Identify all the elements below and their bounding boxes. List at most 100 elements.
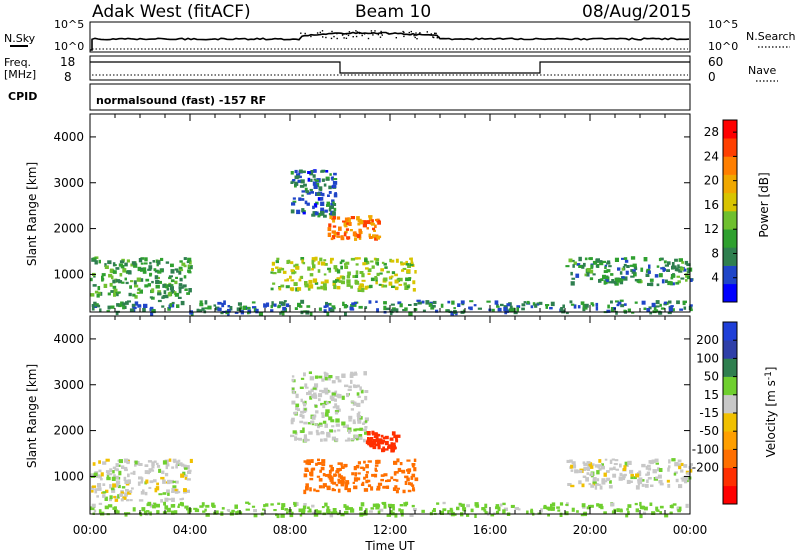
power-cell: [317, 261, 321, 265]
velocity-colorbar-label: Velocity [m s-1]: [764, 367, 778, 458]
power-cell: [236, 307, 241, 311]
velocity-cell: [303, 372, 306, 377]
power-cell: [689, 278, 693, 282]
velocity-cell: [646, 464, 651, 468]
velocity-cell: [124, 479, 129, 484]
power-cell: [304, 200, 308, 205]
power-cell: [320, 261, 326, 266]
power-cell: [457, 303, 461, 307]
power-cell: [111, 275, 114, 280]
power-cell: [112, 270, 117, 274]
velocity-cell: [270, 503, 274, 506]
power-cell: [333, 203, 337, 206]
power-cell: [271, 268, 274, 272]
velocity-cell: [113, 495, 116, 499]
velocity-cell: [334, 398, 337, 402]
power-cell: [325, 170, 329, 173]
power-cell: [122, 305, 126, 310]
velocity-cell: [367, 460, 372, 463]
velocity-cell: [657, 474, 662, 479]
velocity-cell: [91, 486, 95, 490]
power-cell: [289, 287, 295, 291]
power-cell: [350, 257, 356, 261]
velocity-cell: [411, 473, 416, 478]
velocity-cell: [408, 482, 411, 486]
power-colorbar-frame: [722, 119, 738, 303]
velocity-cell: [376, 485, 381, 489]
velocity-cell: [104, 505, 109, 510]
velocity-cell: [357, 419, 362, 424]
velocity-cell: [357, 472, 361, 475]
power-cell: [154, 269, 159, 273]
power-colorbar-label-12: 12: [704, 222, 719, 236]
power-cell: [294, 175, 299, 180]
velocity-cell: [344, 439, 349, 442]
power-cell: [496, 305, 500, 308]
velocity-cell: [185, 489, 190, 493]
velocity-cell: [406, 477, 410, 482]
velocity-cell: [559, 512, 563, 517]
power-cell: [170, 279, 175, 283]
velocity-cell: [678, 484, 683, 489]
power-cell: [687, 269, 691, 274]
velocity-cell: [688, 472, 691, 475]
velocity-cell: [634, 502, 638, 506]
velocity-cell: [153, 460, 157, 463]
velocity-cell: [350, 379, 353, 384]
nsky-point: [408, 31, 410, 34]
nsky-point: [300, 32, 302, 34]
power-cell: [634, 301, 638, 304]
power-cell: [616, 304, 620, 307]
power-cell: [373, 257, 377, 261]
power-cell: [630, 256, 636, 260]
power-cell: [97, 286, 101, 291]
velocity-cell: [387, 444, 392, 448]
velocity-heatmap-data: [90, 371, 693, 519]
power-cell: [344, 311, 347, 316]
velocity-region-1: [303, 458, 419, 495]
velocity-cell: [312, 511, 317, 515]
power-cell: [573, 261, 577, 265]
velocity-colorbar-segment-6: [723, 376, 737, 396]
velocity-cell: [391, 431, 396, 436]
velocity-cell: [309, 376, 315, 381]
velocity-cell: [181, 502, 184, 507]
power-cell: [327, 232, 332, 237]
velocity-cell: [603, 511, 607, 514]
velocity-cell: [630, 476, 634, 480]
power-cell: [115, 267, 120, 270]
velocity-cell: [673, 472, 677, 476]
velocity-cell: [307, 506, 310, 509]
velocity-cell: [404, 480, 408, 485]
velocity-cell: [115, 480, 121, 485]
power-cell: [685, 279, 688, 282]
velocity-cell: [406, 469, 410, 472]
velocity-cell: [253, 509, 257, 513]
velocity-cell: [664, 514, 669, 518]
velocity-cell: [100, 478, 103, 481]
velocity-cell: [344, 384, 349, 388]
power-cell: [184, 288, 188, 291]
velocity-cell: [392, 444, 396, 447]
power-cell: [651, 302, 656, 308]
power-cell: [372, 227, 375, 231]
velocity-cell: [148, 468, 152, 473]
power-cell: [255, 308, 259, 314]
velocity-cell: [394, 513, 398, 518]
power-cell: [157, 270, 162, 274]
velocity-colorbar-label-15: 15: [704, 388, 719, 402]
power-cell: [491, 308, 495, 312]
power-cell: [298, 175, 302, 179]
power-cell: [446, 309, 450, 313]
velocity-cell: [308, 371, 312, 374]
velocity-cell: [106, 470, 110, 476]
power-cell: [364, 306, 368, 309]
velocity-cell: [329, 464, 333, 468]
velocity-cell: [134, 460, 138, 465]
velocity-cell: [335, 438, 339, 442]
power-cell: [90, 277, 93, 282]
power-cell: [301, 198, 305, 201]
velocity-cell: [350, 400, 355, 403]
velocity-cell: [118, 459, 123, 464]
